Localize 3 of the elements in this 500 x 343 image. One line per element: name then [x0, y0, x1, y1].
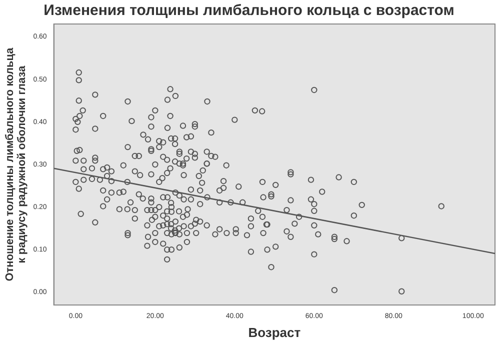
- chart-title: Изменения толщины лимбального кольца с возрастом: [44, 2, 454, 20]
- y-axis-title: Отношение толщины лимбального кольца к радиусу радужной оболочки глаза: [4, 46, 28, 282]
- x-axis-title: Возраст: [248, 324, 301, 340]
